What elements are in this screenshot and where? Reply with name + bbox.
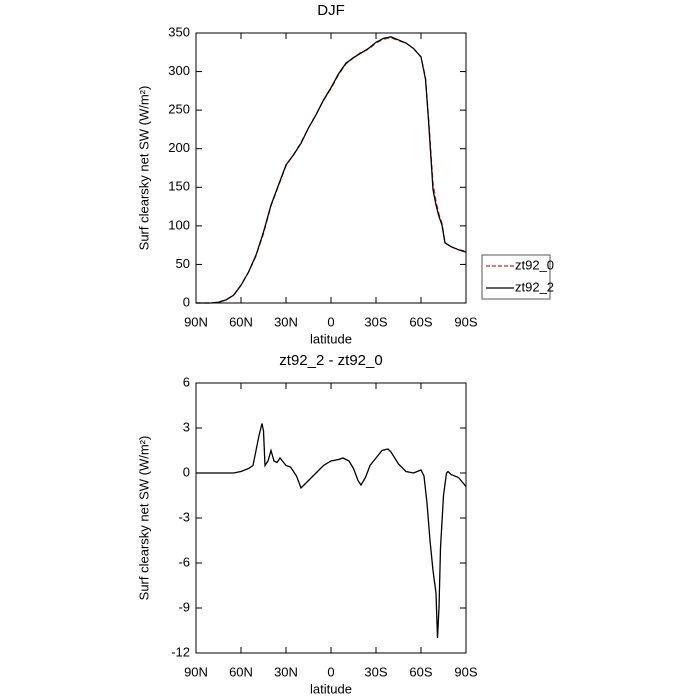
x-axis-label: latitude: [310, 681, 352, 696]
y-tick-label: 3: [183, 419, 190, 434]
legend-box: [481, 254, 551, 300]
x-tick-label: 30N: [274, 664, 298, 679]
y-tick-label: -3: [178, 509, 190, 524]
x-tick-label: 30S: [364, 314, 387, 329]
y-tick-label: 0: [183, 464, 190, 479]
y-tick-label: 100: [168, 217, 190, 232]
y-tick-label: 250: [168, 102, 190, 117]
y-tick-label: 200: [168, 140, 190, 155]
x-tick-label: 90N: [184, 664, 208, 679]
x-axis-label: latitude: [310, 331, 352, 346]
x-tick-label: 30S: [364, 664, 387, 679]
y-tick-label: -12: [171, 644, 190, 659]
series-line: [196, 36, 467, 304]
y-tick-label: 150: [168, 179, 190, 194]
y-axis-label: Surf clearsky net SW (W/m²): [136, 436, 151, 601]
y-tick-label: -6: [178, 554, 190, 569]
x-tick-label: 90S: [454, 664, 477, 679]
x-tick-label: 0: [327, 664, 334, 679]
y-tick-label: 50: [176, 256, 190, 271]
x-tick-label: 60S: [409, 314, 432, 329]
x-tick-label: 60N: [229, 314, 253, 329]
y-tick-label: 0: [183, 294, 190, 309]
x-tick-label: 60N: [229, 664, 253, 679]
x-tick-label: 60S: [409, 664, 432, 679]
legend-label: zt92_2: [515, 279, 554, 294]
y-tick-label: 350: [168, 24, 190, 39]
x-tick-label: 90S: [454, 314, 477, 329]
y-tick-label: -9: [178, 599, 190, 614]
plot-frame: [195, 382, 467, 654]
x-tick-label: 0: [327, 314, 334, 329]
y-axis-label: Surf clearsky net SW (W/m²): [136, 86, 151, 251]
plot-frame: [195, 32, 467, 304]
y-tick-label: 6: [183, 374, 190, 389]
x-tick-label: 90N: [184, 314, 208, 329]
y-tick-label: 300: [168, 63, 190, 78]
x-tick-label: 30N: [274, 314, 298, 329]
chart-title: zt92_2 - zt92_0: [279, 352, 382, 369]
series-line: [196, 423, 467, 639]
legend-label: zt92_0: [515, 257, 554, 272]
chart-title: DJF: [317, 2, 345, 19]
